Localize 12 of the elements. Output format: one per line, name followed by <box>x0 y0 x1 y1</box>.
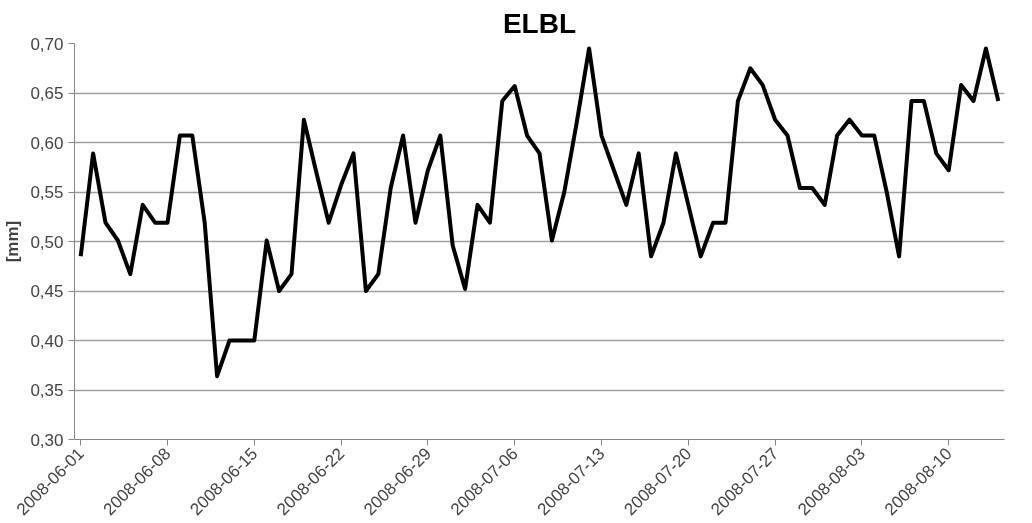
y-tick-label: 0,30 <box>30 430 64 450</box>
chart-title: ELBL <box>502 7 577 39</box>
y-tick-label: 0,35 <box>30 381 64 400</box>
y-tick-label: 0,70 <box>30 34 64 54</box>
y-tick-label: 0,45 <box>30 282 64 301</box>
y-tick-label: 0,40 <box>30 331 64 351</box>
y-tick-label: 0,50 <box>30 232 64 252</box>
y-tick-label: 0,60 <box>30 133 64 153</box>
y-tick-label: 0,65 <box>30 84 64 103</box>
y-tick-label: 0,55 <box>30 183 64 202</box>
y-axis-title: [mm] <box>3 220 23 263</box>
line-series <box>78 46 1001 379</box>
